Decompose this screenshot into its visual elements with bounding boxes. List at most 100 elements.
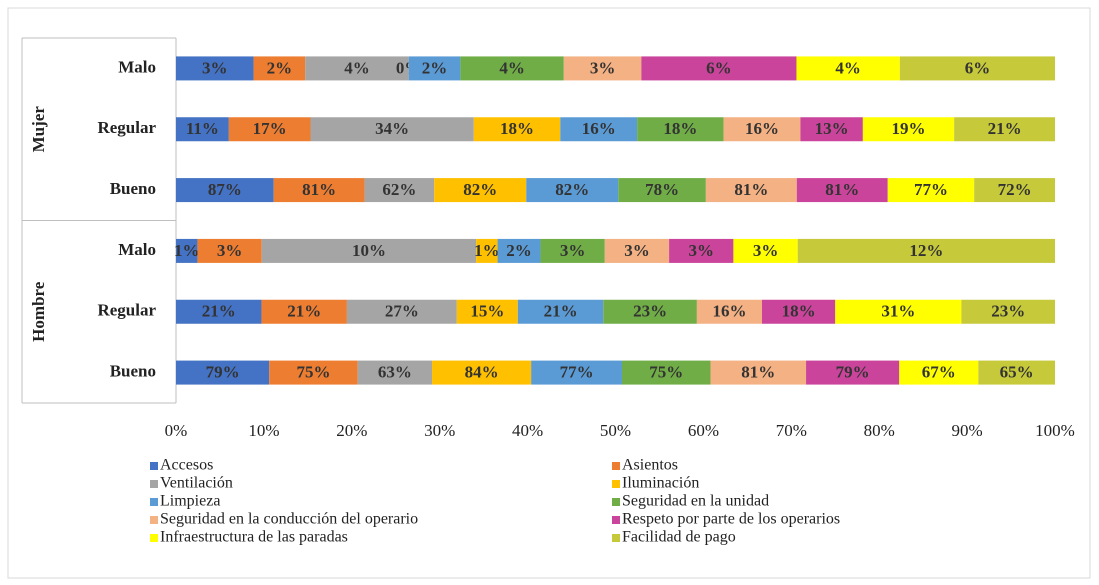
- bar-segment: [176, 56, 254, 81]
- legend-swatch: [612, 498, 620, 506]
- data-label: 16%: [745, 119, 779, 138]
- bar-segment: [710, 360, 807, 385]
- bar-segment: [696, 299, 762, 324]
- data-label: 67%: [922, 362, 956, 381]
- bar-segment: [269, 360, 358, 385]
- bar-segment: [176, 117, 229, 142]
- data-label: 17%: [253, 119, 287, 138]
- bar-segment: [560, 117, 638, 142]
- data-label: 84%: [465, 362, 499, 381]
- bar-segment: [705, 178, 797, 203]
- data-label: 3%: [560, 241, 586, 260]
- bar-segment: [305, 56, 409, 81]
- data-label: 3%: [624, 241, 650, 260]
- data-label: 11%: [186, 119, 219, 138]
- bar-segment: [176, 360, 270, 385]
- data-label: 77%: [560, 362, 594, 381]
- data-label: 4%: [499, 58, 525, 77]
- bar-segment: [526, 178, 619, 203]
- bar-segment: [261, 299, 347, 324]
- bar-segment: [961, 299, 1055, 324]
- bar-segment: [197, 238, 262, 263]
- data-label: 4%: [835, 58, 861, 77]
- legend-label: Facilidad de pago: [622, 529, 736, 546]
- data-label: 19%: [892, 119, 926, 138]
- data-label: 81%: [825, 180, 859, 199]
- legend-label: Ventilación: [160, 475, 233, 492]
- legend-swatch: [612, 480, 620, 488]
- data-label: 18%: [500, 119, 534, 138]
- bar-segment: [899, 56, 1055, 81]
- bar-segment: [456, 299, 518, 324]
- bar-segment: [887, 178, 975, 203]
- group-label: Hombre: [29, 281, 48, 342]
- data-label: 79%: [206, 362, 240, 381]
- legend-swatch: [612, 534, 620, 542]
- bar-segment: [364, 178, 435, 203]
- legend-label: Seguridad en la unidad: [622, 493, 769, 510]
- bar-segment: [796, 56, 900, 81]
- legend-swatch: [150, 462, 158, 470]
- bar-segment: [563, 56, 642, 81]
- legend-label: Limpieza: [160, 493, 220, 510]
- bar-segment: [408, 56, 461, 81]
- legend-label: Respeto por parte de los operarios: [622, 511, 840, 528]
- data-label: 2%: [267, 58, 293, 77]
- data-label: 65%: [1000, 362, 1034, 381]
- data-label: 6%: [706, 58, 732, 77]
- bar-segment: [176, 238, 198, 263]
- data-label: 16%: [582, 119, 616, 138]
- bar-segment: [733, 238, 798, 263]
- data-label: 82%: [463, 180, 497, 199]
- legend-swatch: [150, 516, 158, 524]
- bar-segment: [476, 238, 498, 263]
- data-label: 23%: [991, 302, 1025, 321]
- group-label: Mujer: [29, 106, 48, 153]
- data-label: 82%: [555, 180, 589, 199]
- data-label: 4%: [344, 58, 370, 77]
- data-label: 15%: [470, 302, 504, 321]
- bar-segment: [797, 238, 1055, 263]
- data-label: 34%: [375, 119, 409, 138]
- bar-segment: [253, 56, 306, 81]
- legend-label: Asientos: [622, 457, 678, 474]
- data-label: 75%: [649, 362, 683, 381]
- x-tick-label: 20%: [336, 421, 367, 440]
- chart-border: [7, 7, 1091, 579]
- y-tick-label: Regular: [97, 118, 156, 137]
- y-tick-label: Bueno: [110, 179, 156, 198]
- bar-segment: [603, 299, 697, 324]
- x-tick-label: 50%: [600, 421, 631, 440]
- bar-segment: [974, 178, 1055, 203]
- data-label: 21%: [202, 302, 236, 321]
- x-tick-label: 40%: [512, 421, 543, 440]
- data-label: 2%: [506, 241, 532, 260]
- data-label: 81%: [302, 180, 336, 199]
- data-label: 3%: [217, 241, 243, 260]
- y-tick-label: Regular: [97, 301, 156, 320]
- bar-segment: [806, 360, 900, 385]
- data-label: 62%: [382, 180, 416, 199]
- x-tick-label: 90%: [952, 421, 983, 440]
- data-label: 18%: [663, 119, 697, 138]
- bar-segment: [835, 299, 962, 324]
- data-label: 75%: [296, 362, 330, 381]
- data-label: 21%: [988, 119, 1022, 138]
- data-label: 3%: [753, 241, 779, 260]
- data-label: 78%: [645, 180, 679, 199]
- bar-segment: [497, 238, 541, 263]
- x-tick-label: 80%: [864, 421, 895, 440]
- legend-swatch: [150, 480, 158, 488]
- bar-segment: [357, 360, 433, 385]
- x-tick-label: 60%: [688, 421, 719, 440]
- bar-segment: [637, 117, 724, 142]
- bar-segment: [531, 360, 622, 385]
- x-tick-label: 70%: [776, 421, 807, 440]
- data-label: 3%: [590, 58, 616, 77]
- bar-segment: [310, 117, 474, 142]
- data-label: 6%: [965, 58, 991, 77]
- bar-segment: [228, 117, 311, 142]
- data-label: 23%: [633, 302, 667, 321]
- legend-label: Iluminación: [622, 475, 699, 492]
